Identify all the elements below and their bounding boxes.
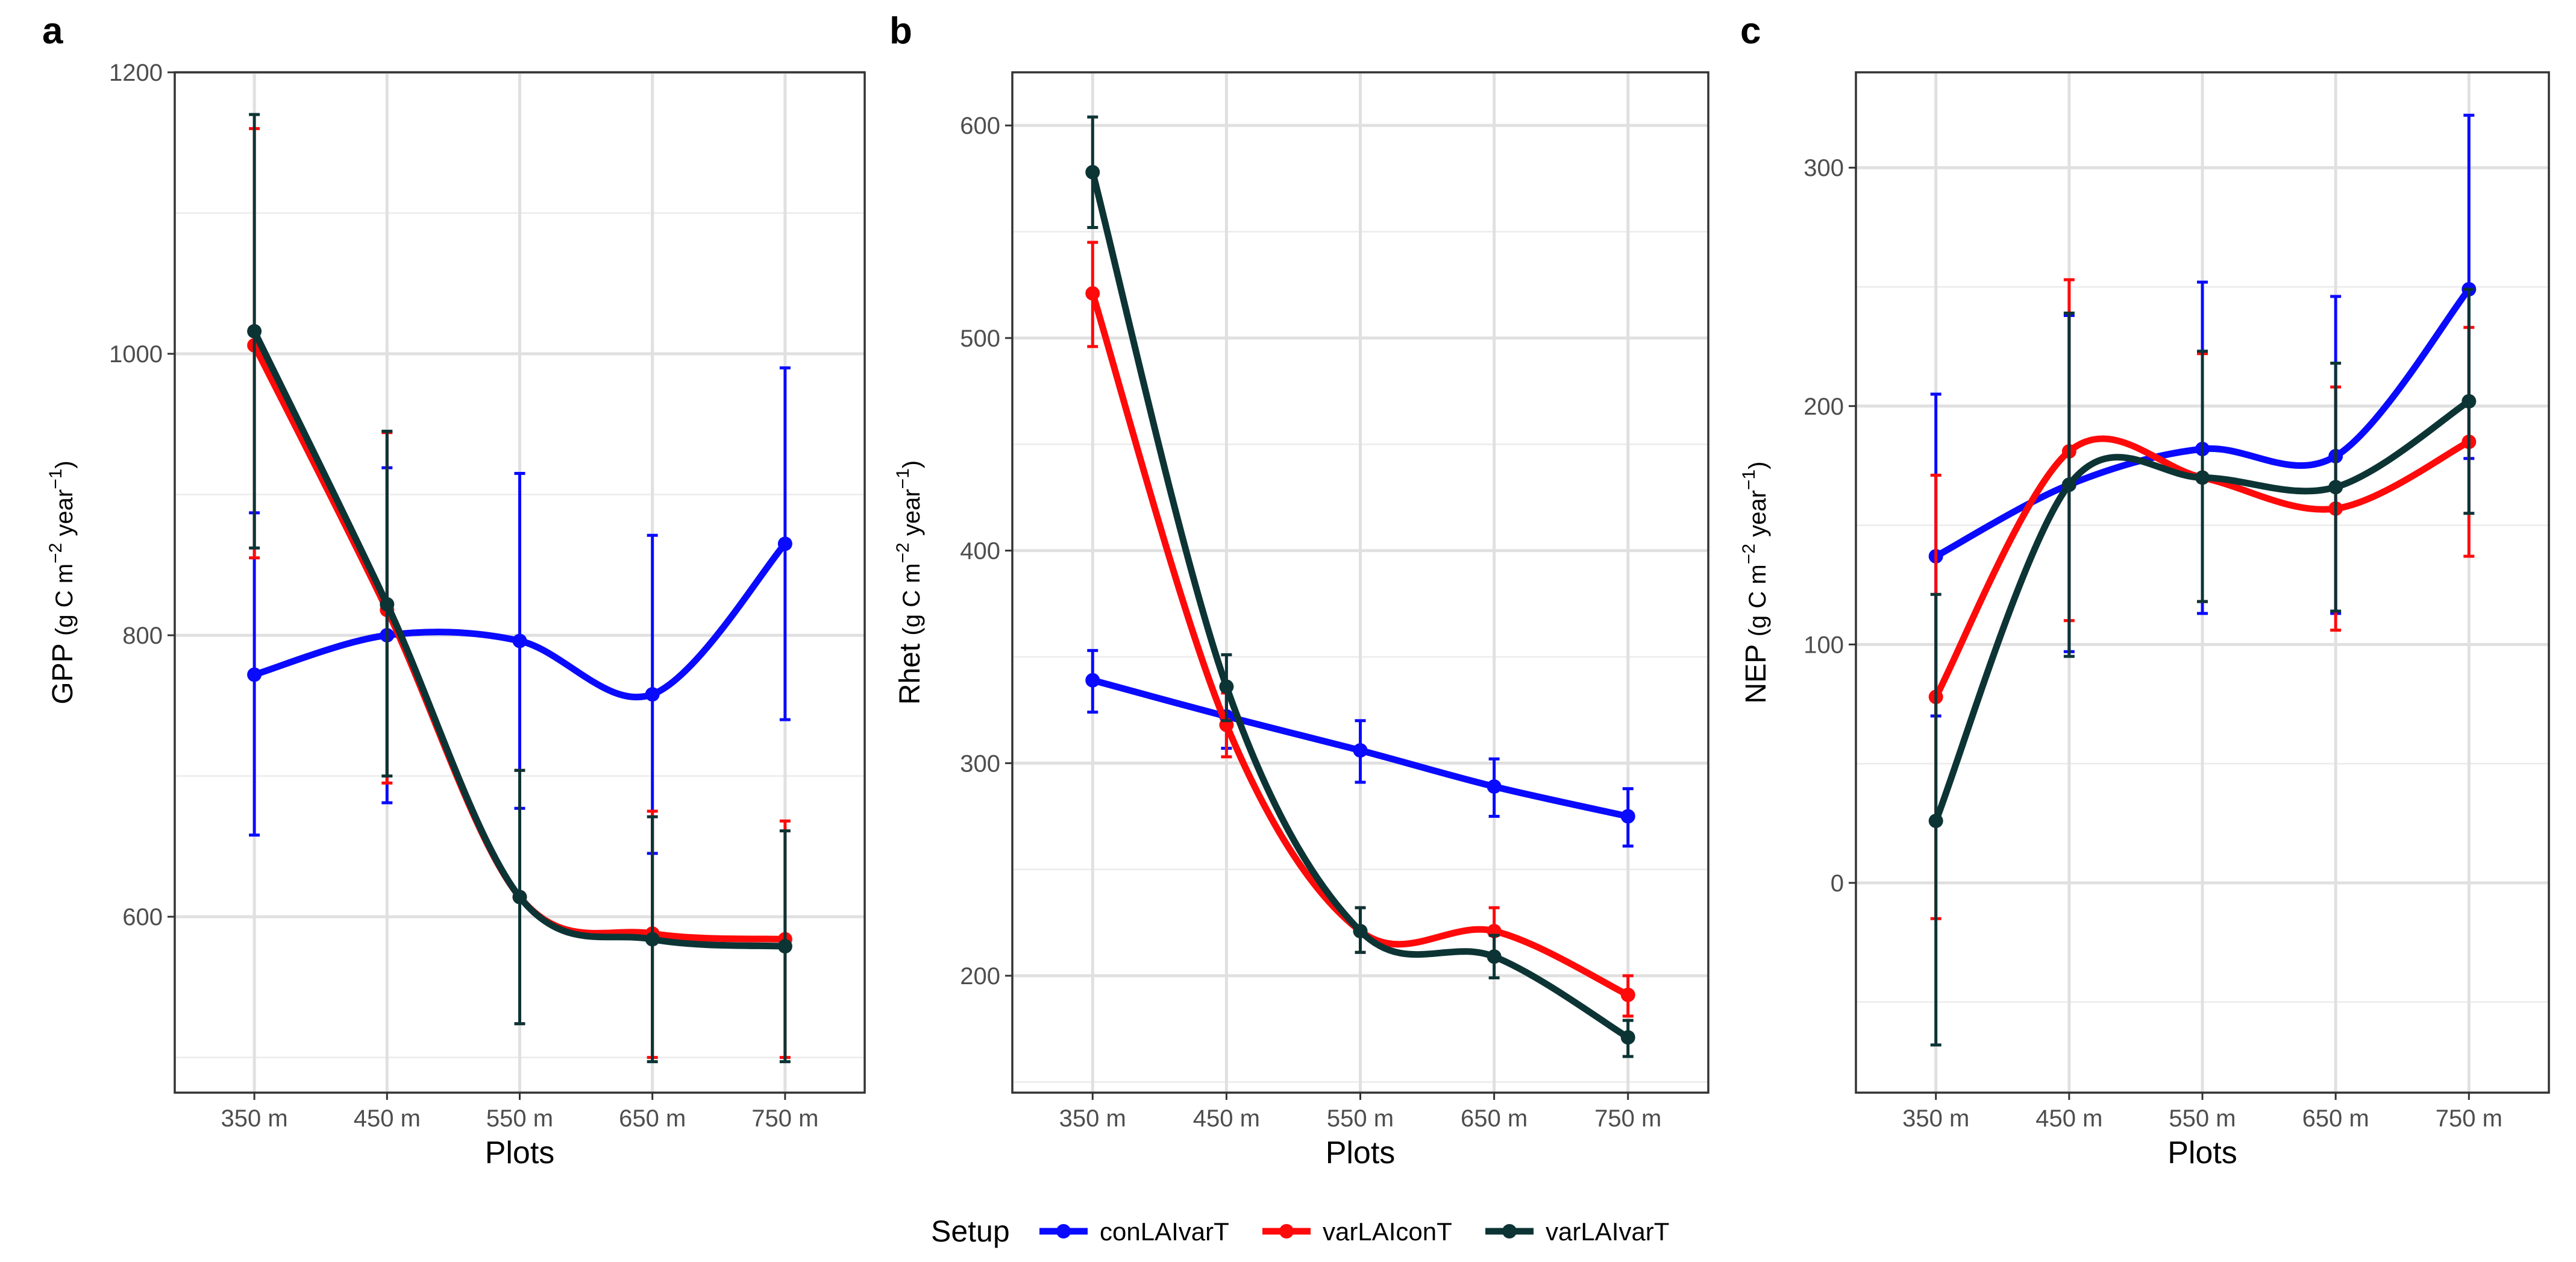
data-point — [777, 536, 792, 551]
panel-b: 200 300 400 500 600 350 m 450 m 550 m 650 m 750 m… — [889, 10, 1709, 1170]
data-point — [1620, 1030, 1635, 1045]
panel-border — [1011, 71, 1709, 1094]
x-tick-label: 450 m — [354, 1105, 421, 1132]
x-tick-label: 550 m — [2169, 1105, 2236, 1132]
panel-a: 600 800 1000 1200 350 m 450 m 550 m 650 m 750 m a… — [42, 10, 866, 1170]
data-point — [2328, 480, 2343, 495]
x-tick-label: 350 m — [1059, 1105, 1126, 1132]
data-point — [1353, 743, 1368, 758]
series-line — [1089, 169, 1632, 1041]
data-point — [645, 687, 660, 702]
x-axis-title: Plots — [485, 1135, 555, 1170]
series-line — [1089, 290, 1632, 999]
x-tick-label: 350 m — [221, 1105, 288, 1132]
legend-title: Setup — [931, 1214, 1010, 1248]
x-axis-title: Plots — [1326, 1135, 1396, 1170]
data-point — [512, 890, 527, 905]
data-point — [777, 939, 792, 954]
panel-label: c — [1740, 10, 1761, 52]
legend-item-conLAIvarT: conLAIvarT — [1039, 1217, 1229, 1246]
y-axis-title: NEP (g C m−2 year−1) — [1739, 462, 1772, 704]
y-axis-title: Rhet (g C m−2 year−1) — [893, 460, 926, 705]
x-tick-label: 750 m — [2436, 1105, 2502, 1132]
legend-item-varLAIvarT: varLAIvarT — [1485, 1217, 1669, 1246]
data-point — [247, 667, 262, 682]
x-tick-label: 350 m — [1902, 1105, 1969, 1132]
y-tick-label: 100 — [1804, 632, 1844, 658]
x-tick-label: 550 m — [1327, 1105, 1394, 1132]
x-tick-label: 650 m — [1461, 1105, 1528, 1132]
legend: Setup conLAIvarT varLAIconT varLAIvarT — [931, 1214, 1669, 1248]
y-tick-label: 600 — [122, 904, 163, 931]
panel-border — [174, 71, 866, 1094]
x-tick-label: 750 m — [1594, 1105, 1661, 1132]
data-point — [1487, 949, 1502, 964]
series-line — [251, 328, 789, 950]
y-tick-label: 800 — [122, 623, 163, 649]
y-tick-label: 1000 — [109, 341, 163, 368]
series-varLAIvarT — [1085, 115, 1635, 1058]
panel-border — [1855, 71, 2550, 1094]
data-point — [1620, 987, 1635, 1002]
y-tick-label: 400 — [960, 538, 1000, 565]
legend-label: varLAIconT — [1323, 1217, 1452, 1246]
legend-key-point — [1279, 1224, 1294, 1238]
data-point — [1620, 809, 1635, 824]
data-point — [2195, 470, 2210, 485]
data-point — [1353, 923, 1368, 938]
data-point — [1219, 679, 1234, 694]
data-point — [380, 597, 395, 612]
y-tick-label: 500 — [960, 325, 1000, 352]
panel-c: 0 100 200 300 350 m 450 m 550 m 650 m 750 m c Plot… — [1739, 10, 2550, 1170]
x-tick-label: 750 m — [751, 1105, 818, 1132]
series-conLAIvarT — [1085, 648, 1635, 848]
data-point — [1085, 165, 1100, 180]
y-tick-label: 0 — [1831, 870, 1844, 897]
x-tick-label: 650 m — [619, 1105, 686, 1132]
series-varLAIvarT — [247, 113, 792, 1064]
legend-key-point — [1502, 1224, 1517, 1238]
data-point — [2061, 477, 2076, 492]
data-point — [2462, 394, 2477, 409]
series-line — [1932, 435, 2472, 700]
series-line — [1932, 398, 2472, 824]
panel-label: b — [889, 10, 912, 52]
data-point — [1085, 673, 1100, 688]
data-point — [1928, 814, 1943, 829]
data-point — [1085, 286, 1100, 301]
y-tick-label: 600 — [960, 113, 1000, 139]
y-tick-label: 200 — [1804, 394, 1844, 420]
legend-item-varLAIconT: varLAIconT — [1262, 1217, 1452, 1246]
data-point — [512, 633, 527, 648]
panel-label: a — [42, 10, 63, 52]
y-tick-label: 200 — [960, 963, 1000, 990]
y-tick-label: 300 — [960, 750, 1000, 777]
y-tick-label: 300 — [1804, 155, 1844, 181]
y-axis-title: GPP (g C m−2 year−1) — [46, 460, 79, 705]
series-varLAIvarT — [1928, 287, 2477, 1047]
legend-label: conLAIvarT — [1100, 1217, 1229, 1246]
x-tick-label: 450 m — [1193, 1105, 1260, 1132]
y-tick-label: 1200 — [109, 60, 163, 86]
x-axis-title: Plots — [2167, 1135, 2237, 1170]
data-point — [645, 932, 660, 947]
x-tick-label: 450 m — [2035, 1105, 2102, 1132]
x-tick-label: 550 m — [486, 1105, 553, 1132]
data-point — [247, 324, 262, 339]
legend-label: varLAIvarT — [1546, 1217, 1669, 1246]
data-point — [1487, 779, 1502, 794]
legend-key-point — [1056, 1224, 1071, 1238]
x-tick-label: 650 m — [2302, 1105, 2369, 1132]
series-line — [251, 540, 789, 701]
